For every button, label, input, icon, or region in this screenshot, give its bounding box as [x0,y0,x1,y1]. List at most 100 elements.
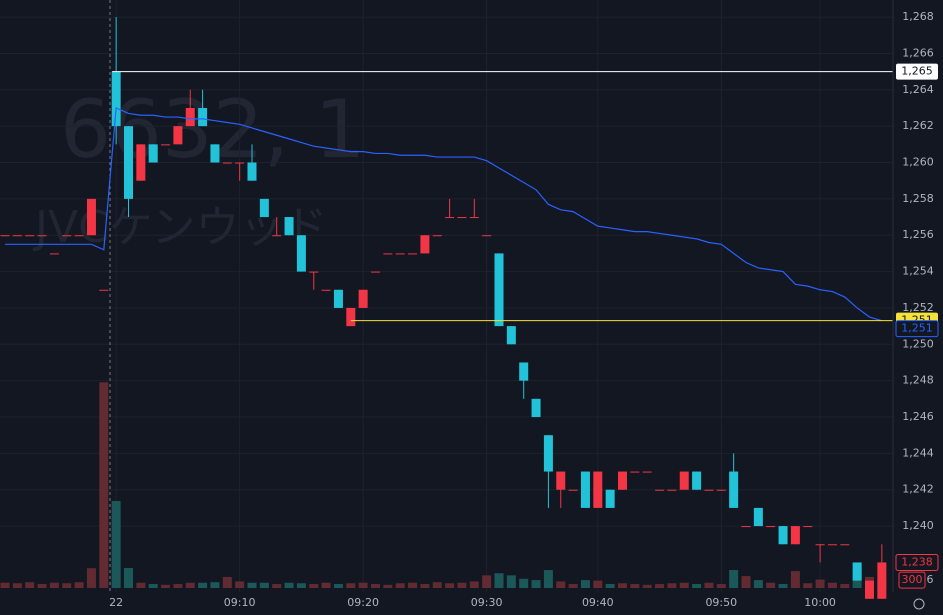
volume-axis-fragment: 6 [927,573,934,586]
volume-bar [247,582,257,588]
candle-body [198,107,208,127]
candle-body [99,289,109,291]
volume-bar [482,575,492,588]
candle-body [655,489,665,491]
candle-body [877,562,887,599]
volume-bar [62,583,72,588]
volume-bar [198,582,208,588]
y-tick-label: 1,258 [902,192,934,205]
candle-body [716,489,726,491]
volume-bar [642,584,652,588]
candle-body [371,271,380,273]
volume-bar [568,584,578,588]
watermark-name: JVCケンウッド [32,202,327,253]
candle-body [185,107,195,127]
vwap-line [5,107,883,322]
candle-body [457,217,467,219]
candle-body [49,253,59,255]
candle-body [272,235,282,237]
y-tick-label: 1,248 [902,374,934,387]
vwap-label-box [895,320,939,338]
volume-bar [210,582,220,588]
candle-body [74,235,84,237]
volume-bar [86,568,96,588]
volume-bar [494,573,504,588]
x-tick-label: 09:30 [471,596,503,609]
candle-body [37,235,47,237]
volume-bar [12,583,22,588]
x-tick-label: 22 [109,596,123,609]
candle-body [605,489,615,508]
candle-body [222,162,232,164]
volume-bar [519,578,529,588]
volume-bar [506,575,516,588]
volume-bar [358,582,368,588]
volume-bar [408,582,418,588]
candle-body [408,253,418,255]
candle-body [815,544,825,546]
candle-body [642,471,652,473]
candle-body [679,471,689,490]
candle-body [235,162,245,164]
candle-body [506,326,516,345]
candle-body [25,235,35,237]
volume-bar [556,581,566,588]
candle-body [469,217,479,219]
candle-body [531,398,541,418]
volume-bar [346,583,356,588]
volume-bar [49,582,59,588]
candle-body [741,526,751,528]
candle-body [827,544,837,546]
y-tick-label: 1,240 [902,519,934,532]
candle-body [395,253,405,255]
candle-body [580,471,590,508]
volume-bar [840,584,850,588]
candle-body [247,162,257,181]
price-label-box [896,63,938,80]
volume-bar [704,582,714,588]
volume-bar [741,576,751,588]
volume-bar [25,582,35,588]
y-tick-label: 1,256 [902,228,934,241]
candle-body [852,562,862,581]
volume-bar [543,570,553,588]
volume-bar [259,582,269,588]
y-tick-label: 1,264 [902,83,934,96]
candle-body [630,471,640,473]
volume-bar [284,582,294,588]
volume-bar [333,584,343,588]
volume-bar [136,582,146,588]
candle-body [432,235,442,237]
volume-bar [790,571,800,588]
candle-body [556,471,566,490]
volume-bar [618,583,627,588]
candle-body [346,307,356,327]
volume-bar [432,582,442,588]
volume-bar [420,584,430,588]
candle-body [259,198,269,218]
volume-bar [185,582,195,588]
candle-body [210,144,220,163]
volume-bar [111,500,121,588]
settings-icon[interactable] [913,598,925,610]
y-tick-label: 1,266 [902,46,934,59]
candle-body [124,126,133,199]
volume-bar [99,382,109,588]
volume-bar [778,584,788,588]
volume-bar [37,584,47,588]
candle-body [296,235,306,272]
volume-bar [161,584,171,588]
y-tick-label: 1,250 [902,337,934,350]
volume-bar [296,583,306,588]
candle-body [173,126,183,145]
y-tick-label: 1,246 [902,410,934,423]
candle-body [593,471,603,508]
volume-bar [729,570,739,588]
vwap-label: 1,251 [901,322,933,335]
volume-bar [235,581,245,588]
volume-bar [630,584,640,588]
candle-body [445,217,455,219]
candle-body [618,471,627,490]
volume-bar [148,584,158,588]
